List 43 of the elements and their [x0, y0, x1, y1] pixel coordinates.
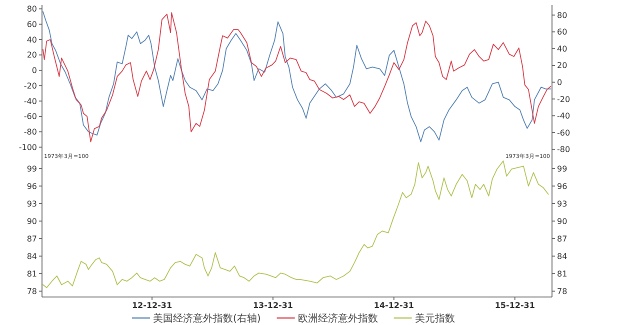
y2-tick-label: 80 [557, 10, 568, 20]
y-tick-label: -60 [24, 112, 37, 122]
y2-tick-label: 84 [557, 252, 568, 261]
y2-tick-label: -60 [557, 128, 570, 138]
y-tick-label: 0 [32, 66, 37, 76]
y-tick-label: 20 [26, 50, 37, 60]
y2-tick-label: 60 [557, 28, 568, 37]
line-series [42, 160, 549, 288]
y-tick-label: 80 [26, 4, 37, 14]
y-tick-label: -80 [24, 128, 37, 137]
y2-tick-label: 0 [557, 78, 562, 87]
y-tick-label: 90 [26, 216, 37, 226]
y-tick-label: 81 [26, 269, 37, 278]
y2-tick-label: -40 [557, 112, 570, 121]
y2-tick-label: 90 [557, 216, 568, 226]
y-tick-label: -20 [24, 81, 37, 90]
x-tick-label: 13-12-31 [252, 301, 294, 310]
x-tick-label: 14-12-31 [374, 301, 414, 310]
y-tick-label: 60 [26, 20, 37, 30]
y-tick-label: 96 [26, 182, 37, 191]
y2-tick-label: 81 [557, 269, 568, 278]
legend-label: 美国经济意外指数(右轴) [153, 312, 261, 324]
y-tick-label: 99 [26, 164, 37, 174]
y-tick-label: 78 [26, 286, 37, 296]
y2-tick-label: 99 [557, 164, 568, 174]
y2-tick-label: 96 [557, 182, 568, 191]
y2-tick-label: 93 [557, 199, 568, 208]
y2-tick-label: -80 [557, 145, 570, 154]
y-tick-label: -40 [24, 96, 37, 106]
y-tick-label: 40 [26, 35, 37, 44]
legend-label: 美元指数 [414, 312, 455, 324]
y2-tick-label: 40 [557, 44, 568, 54]
y-tick-label: -100 [18, 142, 37, 152]
x-tick-label: 15-12-31 [494, 301, 536, 310]
y2-tick-label: 78 [557, 286, 568, 296]
y-tick-label: 93 [26, 199, 37, 208]
y-tick-label: 87 [26, 234, 37, 244]
y-tick-label: 84 [26, 252, 37, 261]
y2-tick-label: -20 [557, 94, 570, 104]
x-tick-label: 12-12-31 [132, 301, 172, 310]
y2-tick-label: 87 [557, 234, 568, 244]
y2-tick-label: 20 [557, 61, 568, 70]
legend-label: 欧洲经济意外指数 [298, 312, 378, 324]
